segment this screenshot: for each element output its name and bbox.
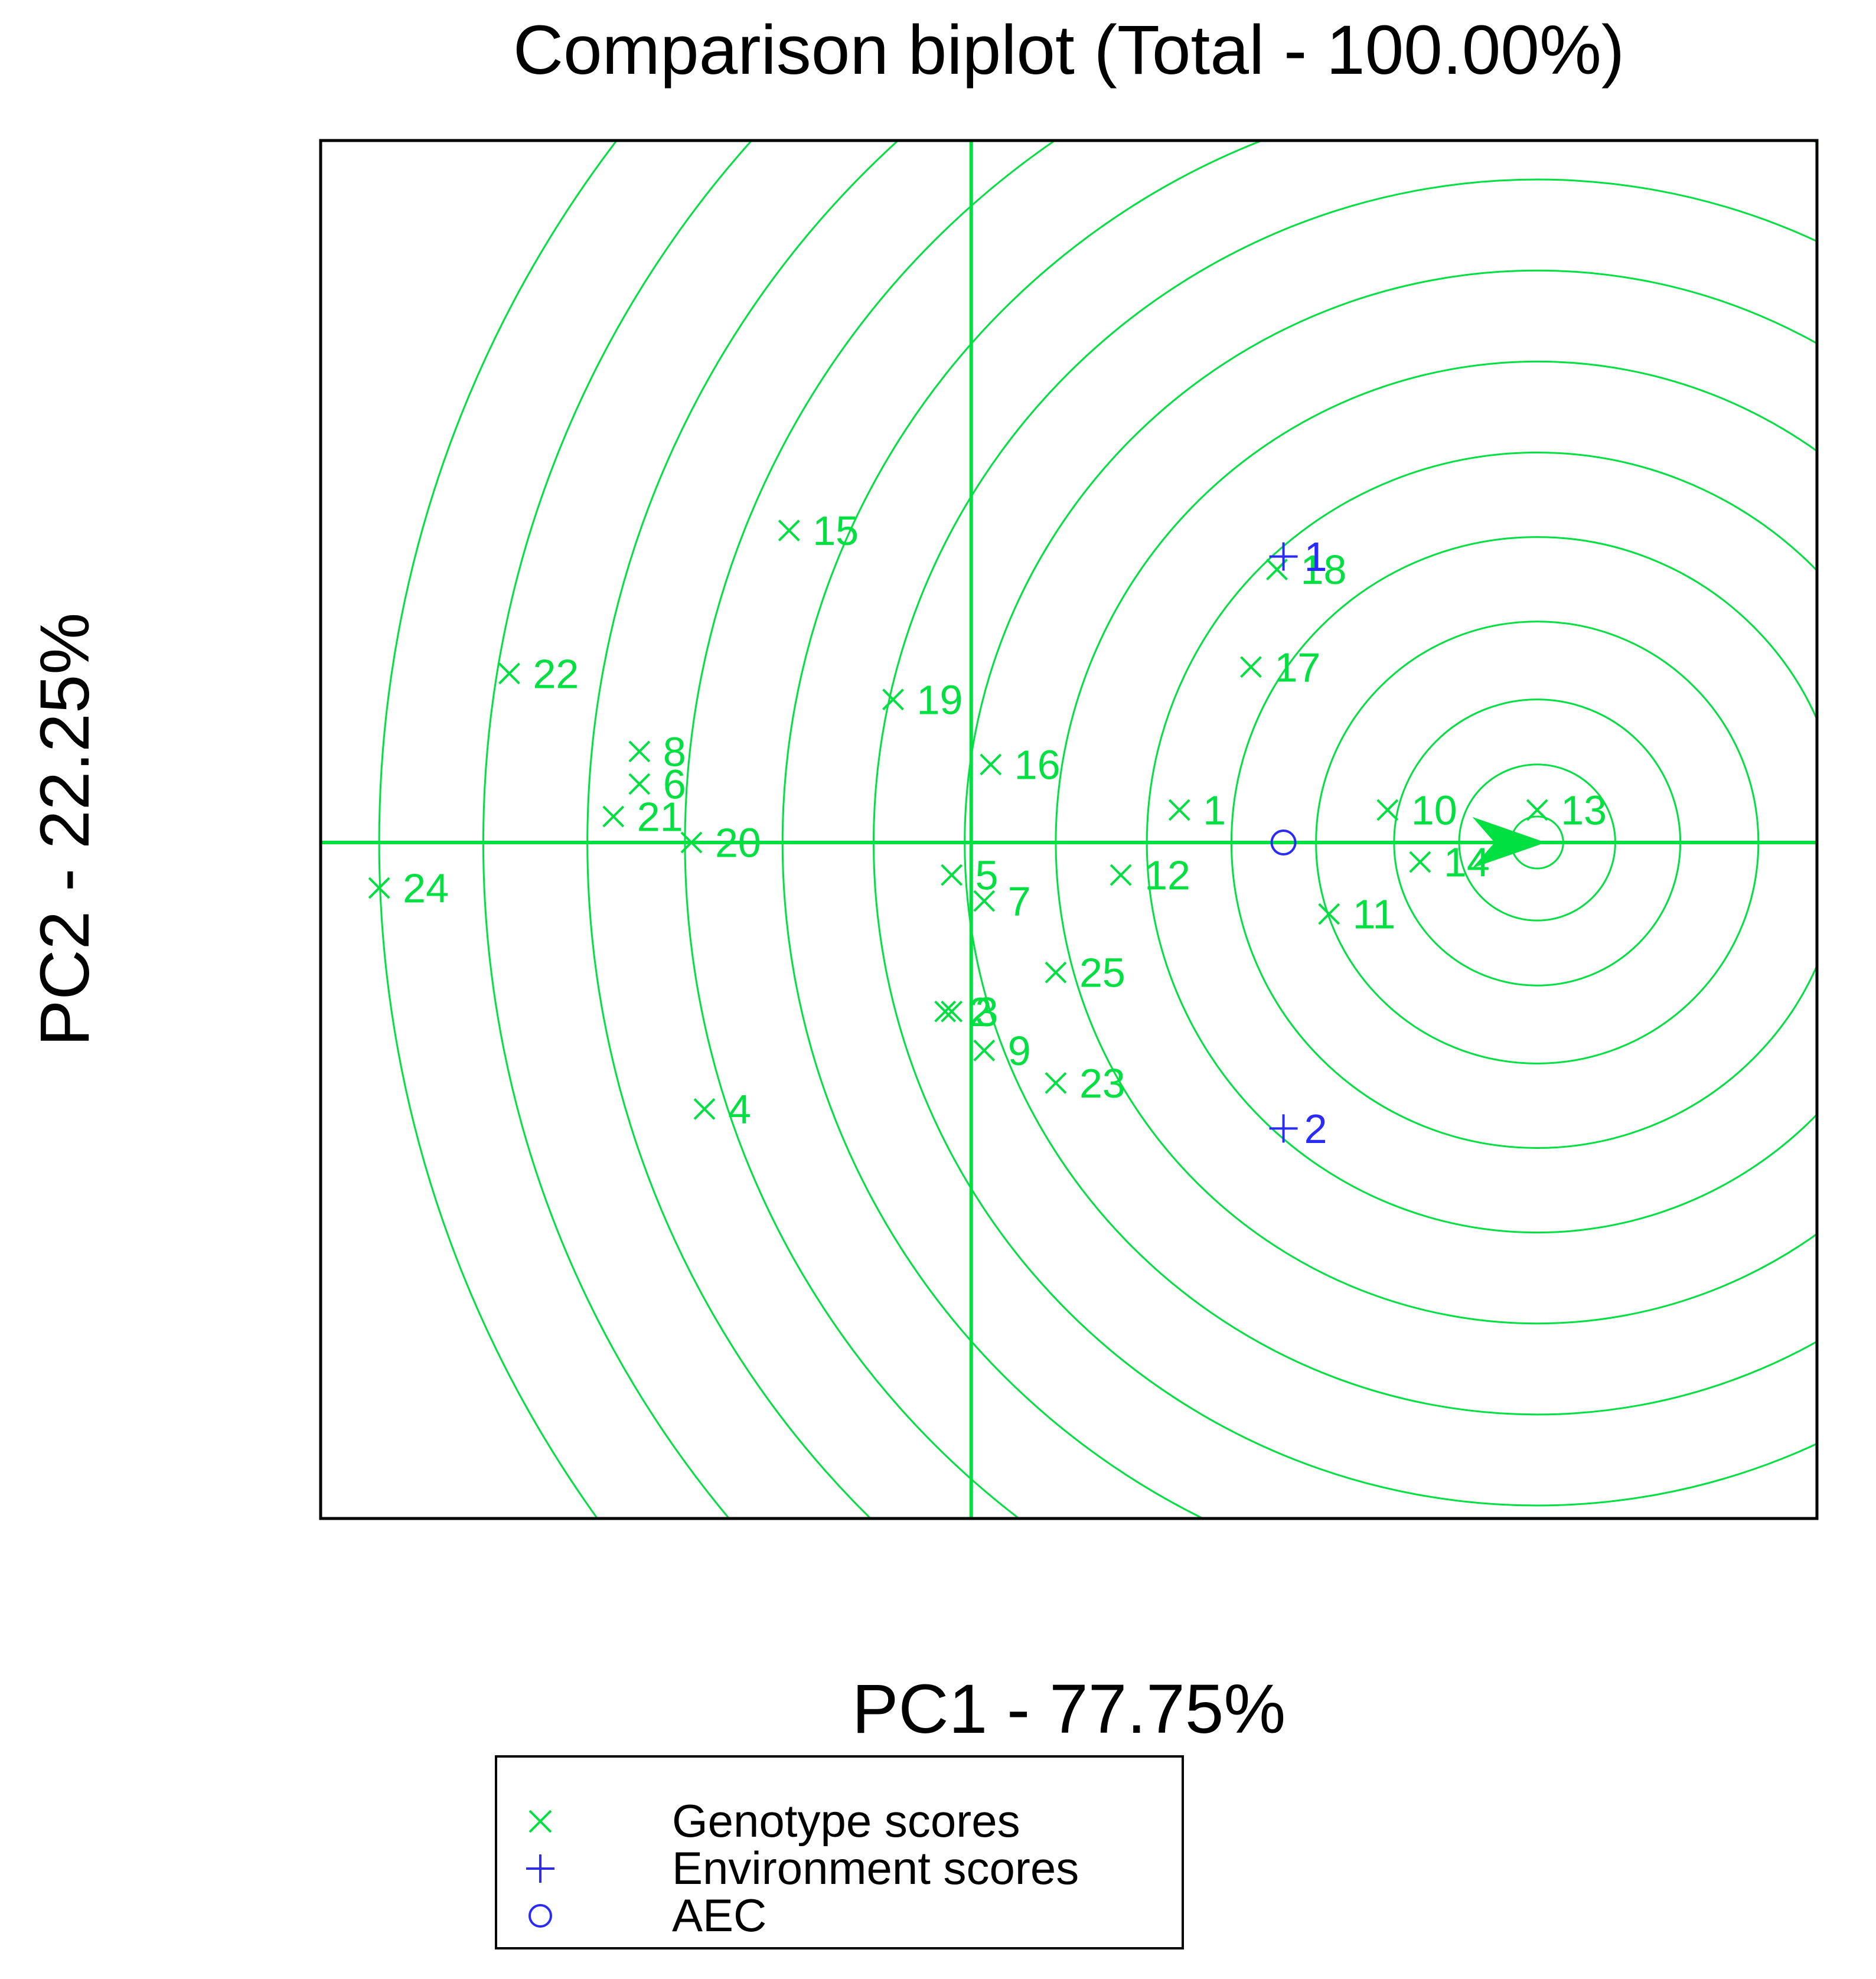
genotype-marker-17 [1240,656,1262,678]
genotype-marker-9 [973,1039,996,1062]
genotype-label-3: 3 [975,989,999,1035]
genotype-label-11: 11 [1353,891,1396,938]
genotype-marker-7 [973,890,996,912]
genotype-label-7: 7 [1008,879,1031,925]
genotype-label-1: 1 [1203,787,1226,833]
plot-area: 1234567891011121314151617181920212223242… [321,141,1817,1518]
chart-title: Comparison biplot (Total - 100.00%) [513,11,1624,89]
origin-axes [321,141,1817,1518]
genotype-marker-19 [882,688,904,711]
genotype-label-18: 18 [1301,547,1347,593]
genotype-label-9: 9 [1008,1028,1031,1074]
y-axis-label: PC2 - 22.25% [26,613,104,1047]
aec-point-marker [1270,830,1297,856]
x-axis-label: PC1 - 77.75% [852,1670,1286,1748]
genotype-marker-20 [680,831,703,854]
concentric-circle-12 [586,141,900,1518]
genotype-marker-8 [628,740,651,763]
genotype-label-14: 14 [1444,840,1490,886]
genotype-label-10: 10 [1411,787,1457,833]
plot-marks: 1234567891011121314151617181920212223242… [368,508,1607,1152]
genotype-label-19: 19 [917,677,963,723]
legend-item-label: Genotype scores [672,1795,1020,1847]
genotype-marker-10 [1376,799,1399,821]
genotype-label-2: 2 [969,989,992,1035]
genotype-marker-22 [498,662,520,685]
environment-label-2: 2 [1304,1106,1327,1152]
legend-item-label: AEC [672,1889,766,1941]
environment-marker-2 [1269,1114,1298,1143]
legend-aec-symbol-icon [528,1904,552,1928]
genotype-label-17: 17 [1274,644,1320,690]
legend-item-label: Environment scores [672,1842,1079,1894]
legend-box [495,1755,1184,1949]
genotype-label-4: 4 [728,1086,751,1132]
concentric-circle-11 [684,141,1057,1518]
genotype-marker-12 [1110,864,1132,886]
genotype-marker-25 [1045,961,1067,984]
genotype-label-20: 20 [715,820,761,866]
genotype-marker-13 [1526,799,1548,821]
genotype-label-15: 15 [813,508,859,554]
genotype-marker-2 [934,1000,957,1023]
genotype-marker-11 [1318,903,1340,925]
genotype-marker-24 [368,877,390,899]
genotype-label-22: 22 [533,651,579,697]
genotype-label-23: 23 [1079,1060,1125,1106]
genotype-label-21: 21 [637,793,683,840]
genotype-marker-15 [778,520,800,541]
genotype-label-6: 6 [663,761,686,807]
genotype-marker-5 [941,864,963,886]
plot-frame [319,139,1819,1520]
environment-label-1: 1 [1304,534,1327,580]
genotype-marker-14 [1409,851,1431,873]
genotype-label-13: 13 [1561,787,1607,833]
genotype-marker-21 [602,805,625,828]
genotype-marker-3 [941,1000,963,1023]
genotype-label-8: 8 [663,729,686,775]
genotype-label-12: 12 [1144,853,1190,899]
genotype-marker-1 [1168,799,1190,821]
aec-arrowhead-icon [1472,817,1546,868]
genotype-label-5: 5 [975,853,999,899]
genotype-marker-23 [1045,1072,1067,1094]
genotype-label-25: 25 [1079,950,1125,996]
genotype-label-24: 24 [403,866,449,912]
environment-marker-1 [1269,542,1298,571]
genotype-marker-6 [628,773,651,795]
genotype-label-16: 16 [1014,742,1061,788]
genotype-marker-4 [693,1098,716,1120]
legend-genotype-symbol-icon [528,1810,552,1833]
genotype-marker-16 [980,753,1002,776]
legend-environment-symbol-icon [526,1854,554,1883]
